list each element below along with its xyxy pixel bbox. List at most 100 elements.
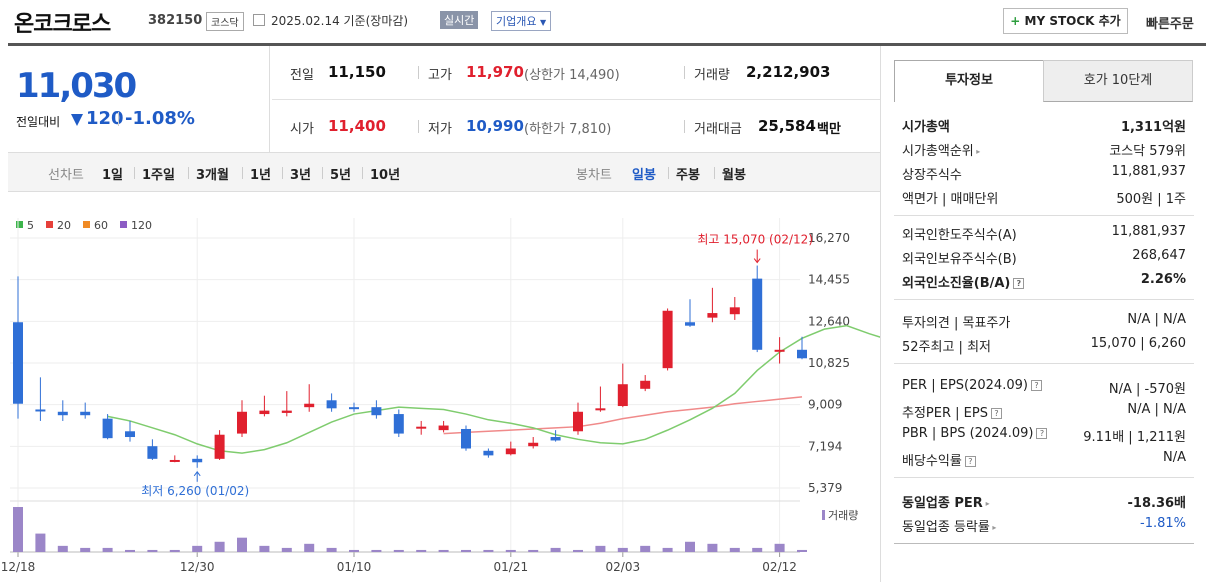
info-group: 시가총액 1,311억원 시가총액순위 ▸ 코스닥 579위 상장주식수 11,881,9… bbox=[894, 116, 1194, 216]
divider bbox=[714, 167, 715, 179]
info-label: 배당수익률? bbox=[902, 450, 976, 469]
open-value: 11,400 bbox=[328, 117, 386, 135]
period-1y[interactable]: 1년 bbox=[250, 168, 272, 183]
x-tick-label: 02/12 bbox=[762, 560, 797, 574]
volume-bar bbox=[147, 549, 158, 552]
candle-body bbox=[617, 384, 628, 407]
help-icon[interactable]: ? bbox=[1036, 428, 1048, 439]
current-price: 11,030 bbox=[16, 66, 137, 106]
legend-swatch bbox=[16, 221, 23, 228]
period-daily[interactable]: 일봉 bbox=[632, 168, 656, 183]
amount-value: 25,584 bbox=[758, 117, 816, 135]
info-value: 9.11배 | 1,211원 bbox=[1083, 430, 1186, 445]
info-value: 11,881,937 bbox=[1111, 164, 1186, 179]
add-mystock-label: MY STOCK 추가 bbox=[1024, 14, 1121, 28]
info-value: N/A bbox=[1163, 450, 1186, 465]
x-tick-label: 01/21 bbox=[494, 560, 529, 574]
help-icon[interactable]: ? bbox=[990, 408, 1002, 419]
period-1w[interactable]: 1주일 bbox=[142, 168, 175, 183]
info-label: 외국인소진율(B/A)? bbox=[902, 272, 1025, 291]
info-row: 시가총액 1,311억원 bbox=[902, 116, 1186, 136]
info-label: PER | EPS(2024.09)? bbox=[902, 378, 1042, 393]
help-icon[interactable]: ? bbox=[1013, 278, 1025, 289]
info-group: 외국인한도주식수(A) 11,881,937 외국인보유주식수(B) 268,647 외… bbox=[894, 224, 1194, 300]
info-row: 배당수익률? N/A bbox=[902, 450, 1186, 470]
candle-body bbox=[573, 411, 583, 432]
candle-body bbox=[550, 437, 561, 441]
help-icon[interactable]: ? bbox=[1030, 380, 1042, 391]
price-chart[interactable]: 5 20 60 120 16,270 14,455 12,640 10,825 9,009 7,1… bbox=[0, 200, 880, 582]
change-label: 전일대비 bbox=[16, 115, 61, 129]
period-10y[interactable]: 10년 bbox=[370, 168, 401, 183]
candle-body bbox=[147, 446, 158, 459]
quote-row-2: 시가 11,400 저가 10,990 (하한가 7,810) 거래대금 25,… bbox=[272, 99, 880, 152]
chevron-right-icon[interactable]: ▸ bbox=[982, 499, 990, 508]
volume-bar bbox=[80, 547, 91, 552]
period-1d[interactable]: 1일 bbox=[102, 168, 124, 183]
change-percent: -1.08% bbox=[125, 108, 195, 129]
period-monthly[interactable]: 월봉 bbox=[722, 168, 746, 183]
volume-bar bbox=[774, 543, 785, 552]
period-5y[interactable]: 5년 bbox=[330, 168, 352, 183]
info-label[interactable]: 동일업종 등락률 ▸ bbox=[902, 520, 997, 535]
period-weekly[interactable]: 주봉 bbox=[676, 168, 700, 183]
quote-table: 전일 11,150 고가 11,970 (상한가 14,490) 거래량 2,2… bbox=[272, 46, 880, 152]
info-label: PBR | BPS (2024.09)? bbox=[902, 426, 1048, 441]
info-label: 액면가 | 매매단위 bbox=[902, 192, 999, 207]
info-row: 동일업종 등락률 ▸ -1.81% bbox=[902, 516, 1186, 536]
base-date: 2025.02.14 기준(장마감) bbox=[271, 14, 409, 28]
candle-body bbox=[57, 411, 68, 416]
panel-divider bbox=[880, 46, 881, 582]
info-row: 외국인한도주식수(A) 11,881,937 bbox=[902, 224, 1186, 244]
candle-body bbox=[13, 322, 23, 404]
candle-body bbox=[102, 418, 113, 439]
volume-bar bbox=[192, 545, 203, 552]
period-3y[interactable]: 3년 bbox=[290, 168, 312, 183]
add-mystock-button[interactable]: + MY STOCK 추가 bbox=[1003, 8, 1128, 34]
tab-orderbook[interactable]: 호가 10단계 bbox=[1043, 60, 1193, 102]
tab-investment-info[interactable]: 투자정보 bbox=[894, 60, 1044, 102]
amount-label: 거래대금 bbox=[694, 122, 742, 137]
high-annotation: 최고 15,070 (02/12) bbox=[697, 233, 813, 247]
period-3m[interactable]: 3개월 bbox=[196, 168, 229, 183]
investment-info-panel: 투자정보 호가 10단계 시가총액 1,311억원 시가총액순위 ▸ 코스닥 579위… bbox=[894, 60, 1194, 545]
volume-bar bbox=[662, 547, 673, 552]
upper-limit: (상한가 14,490) bbox=[524, 68, 620, 83]
realtime-button[interactable]: 실시간 bbox=[440, 11, 479, 29]
info-row: 추정PER | EPS? N/A | N/A bbox=[902, 402, 1186, 422]
volume-bar bbox=[102, 547, 113, 552]
info-label[interactable]: 동일업종 PER ▸ bbox=[902, 496, 990, 511]
open-label: 시가 bbox=[290, 122, 314, 137]
high-label: 고가 bbox=[428, 68, 452, 83]
quick-order-link[interactable]: 빠른주문 bbox=[1146, 17, 1194, 32]
info-value: N/A | N/A bbox=[1127, 402, 1186, 417]
candle-body bbox=[393, 414, 404, 434]
info-row: 외국인소진율(B/A)? 2.26% bbox=[902, 272, 1186, 292]
help-icon[interactable]: ? bbox=[964, 456, 976, 467]
low-arrow-head bbox=[193, 470, 201, 477]
volume-bar bbox=[483, 549, 494, 552]
candle-body bbox=[281, 410, 292, 413]
volume-bar bbox=[573, 549, 583, 552]
volume-bar bbox=[528, 549, 539, 552]
divider bbox=[684, 66, 685, 79]
chevron-right-icon[interactable]: ▸ bbox=[989, 523, 997, 532]
volume-bar bbox=[640, 545, 651, 552]
divider bbox=[322, 167, 323, 179]
info-value: 1,311억원 bbox=[1120, 120, 1186, 135]
volume-bar bbox=[550, 547, 561, 552]
price-summary: 11,030 전일대비 120 -1.08% bbox=[8, 46, 270, 152]
low-value: 10,990 bbox=[466, 117, 524, 135]
info-value: 500원 | 1주 bbox=[1116, 192, 1186, 207]
info-value: N/A | N/A bbox=[1127, 312, 1186, 327]
candle-body bbox=[707, 313, 718, 318]
info-label: 52주최고 | 최저 bbox=[902, 340, 991, 355]
legend-label: 60 bbox=[94, 219, 108, 232]
chevron-right-icon[interactable]: ▸ bbox=[973, 147, 981, 156]
info-label[interactable]: 시가총액순위 ▸ bbox=[902, 144, 981, 159]
y-tick-label: 9,009 bbox=[808, 398, 842, 412]
prev-close-label: 전일 bbox=[290, 68, 314, 83]
company-overview-dropdown[interactable]: 기업개요 ▼ bbox=[491, 11, 552, 31]
divider bbox=[118, 112, 119, 126]
candle-body bbox=[752, 278, 763, 350]
